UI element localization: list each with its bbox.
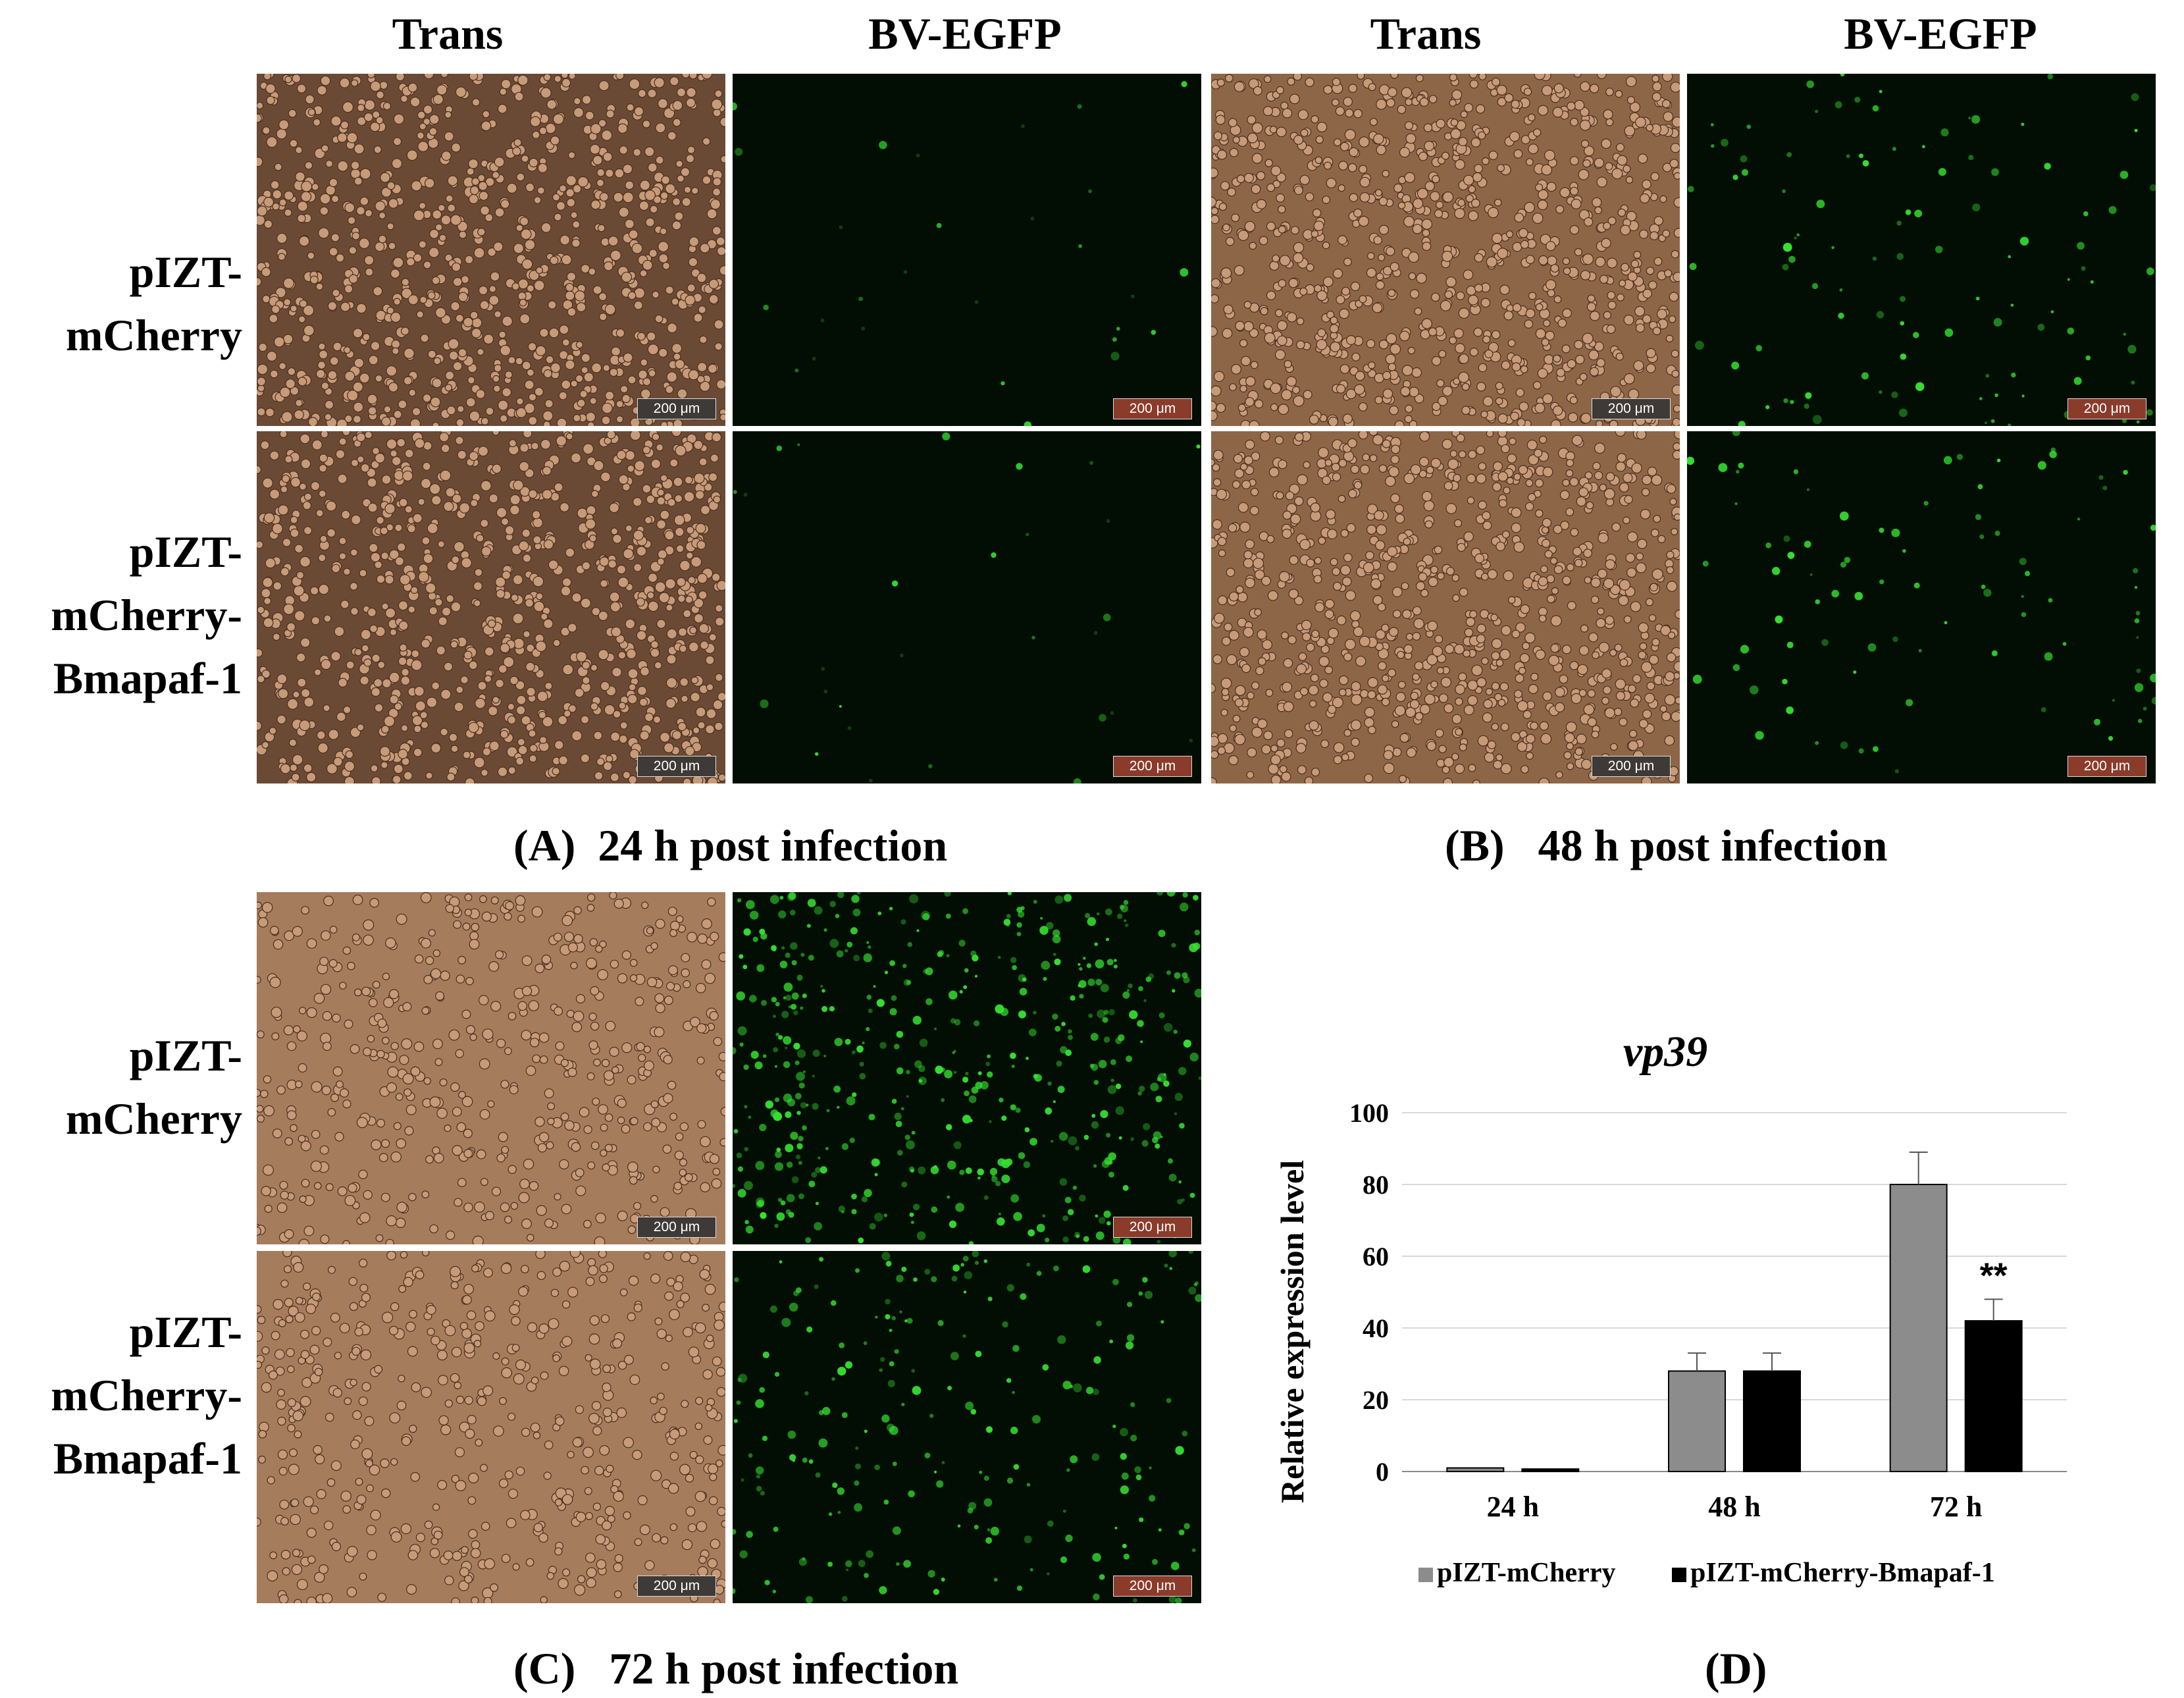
bar-control — [1668, 1370, 1726, 1473]
row-label-control-bottom: pIZT- mCherry — [65, 1030, 242, 1144]
micrograph-72h-control-trans: 200 μm — [257, 892, 725, 1244]
y-tick-label: 100 — [1349, 1098, 1389, 1128]
scale-bar: 200 μm — [2067, 398, 2146, 419]
caption-panel-b: (B) 48 h post infection — [1445, 820, 1888, 870]
bar-treatment — [1743, 1370, 1801, 1473]
micrograph-texture — [257, 1251, 725, 1603]
x-tick-label: 48 h — [1708, 1491, 1760, 1523]
micrograph-texture — [257, 892, 725, 1244]
micrograph-24h-control-egfp: 200 μm — [733, 74, 1201, 426]
micrograph-texture — [733, 74, 1201, 426]
row-label-treatment-bottom: pIZT- mCherry- Bmapaf-1 — [51, 1307, 242, 1483]
micrograph-24h-control-trans: 200 μm — [257, 74, 725, 426]
caption-panel-a: (A) 24 h post infection — [513, 820, 948, 870]
bar-control — [1889, 1184, 1948, 1472]
chart-title: vp39 — [1623, 1028, 1708, 1076]
bar-treatment — [1964, 1320, 2023, 1472]
micrograph-72h-control-egfp: 200 μm — [733, 892, 1201, 1244]
scale-bar: 200 μm — [1113, 398, 1192, 419]
micrograph-texture — [1687, 431, 2156, 783]
column-header-egfp-b: BV-EGFP — [1844, 9, 2037, 59]
row-label-control-top: pIZT- mCherry — [65, 247, 242, 360]
micrograph-72h-treatment-egfp: 200 μm — [733, 1251, 1201, 1603]
y-tick-label: 60 — [1363, 1242, 1389, 1271]
micrograph-48h-treatment-egfp: 200 μm — [1687, 431, 2156, 783]
bar-chart-vp39: vp39 0 20 40 60 80 100 Relative expression lev… — [1251, 1014, 2080, 1588]
x-tick-label: 24 h — [1487, 1491, 1539, 1523]
legend-swatch-black — [1672, 1568, 1686, 1583]
legend-item-series-2: pIZT-mCherry-Bmapaf-1 — [1672, 1557, 1995, 1589]
column-header-trans-b: Trans — [1370, 9, 1482, 59]
y-tick-label: 40 — [1363, 1313, 1389, 1343]
micrograph-24h-treatment-trans: 200 μm — [257, 431, 725, 783]
x-tick-label: 72 h — [1930, 1491, 1982, 1523]
micrograph-texture — [1211, 431, 1680, 783]
scale-bar: 200 μm — [1113, 1217, 1192, 1238]
scale-bar: 200 μm — [637, 756, 716, 777]
chart-plot: 0 20 40 60 80 100 Relative expression level 24 … — [1274, 1098, 2067, 1523]
micrograph-texture — [257, 431, 725, 783]
significance-marker: ** — [1980, 1256, 2008, 1295]
column-header-egfp-a: BV-EGFP — [868, 9, 1062, 59]
micrograph-24h-treatment-egfp: 200 μm — [733, 431, 1201, 783]
micrograph-texture — [733, 892, 1201, 1244]
y-tick-label: 80 — [1363, 1170, 1389, 1200]
bar-treatment — [1521, 1468, 1580, 1472]
legend-item-series-1: pIZT-mCherry — [1418, 1557, 1615, 1589]
micrograph-texture — [733, 1251, 1201, 1603]
legend-swatch-gray — [1418, 1568, 1433, 1583]
micrograph-texture — [257, 74, 725, 426]
caption-panel-c: (C) 72 h post infection — [513, 1643, 959, 1693]
y-tick-label: 20 — [1363, 1385, 1389, 1415]
scale-bar: 200 μm — [1592, 398, 1671, 419]
micrograph-72h-treatment-trans: 200 μm — [257, 1251, 725, 1603]
scale-bar: 200 μm — [2067, 756, 2146, 777]
row-label-treatment-top: pIZT- mCherry- Bmapaf-1 — [51, 527, 242, 703]
scale-bar: 200 μm — [637, 1217, 716, 1238]
bar-control — [1446, 1467, 1505, 1472]
micrograph-48h-control-egfp: 200 μm — [1687, 74, 2156, 426]
scale-bar: 200 μm — [637, 398, 716, 419]
y-tick-label: 0 — [1376, 1457, 1389, 1487]
scale-bar: 200 μm — [1113, 756, 1192, 777]
micrograph-48h-treatment-trans: 200 μm — [1211, 431, 1680, 783]
caption-panel-d: (D) — [1705, 1643, 1767, 1693]
scale-bar: 200 μm — [637, 1576, 716, 1597]
scale-bar: 200 μm — [1113, 1576, 1192, 1597]
micrograph-texture — [1211, 74, 1680, 426]
y-axis-label: Relative expression level — [1274, 1160, 1311, 1503]
scale-bar: 200 μm — [1592, 756, 1671, 777]
column-header-trans-a: Trans — [392, 9, 504, 59]
micrograph-texture — [733, 431, 1201, 783]
micrograph-texture — [1687, 74, 2156, 426]
micrograph-48h-control-trans: 200 μm — [1211, 74, 1680, 426]
